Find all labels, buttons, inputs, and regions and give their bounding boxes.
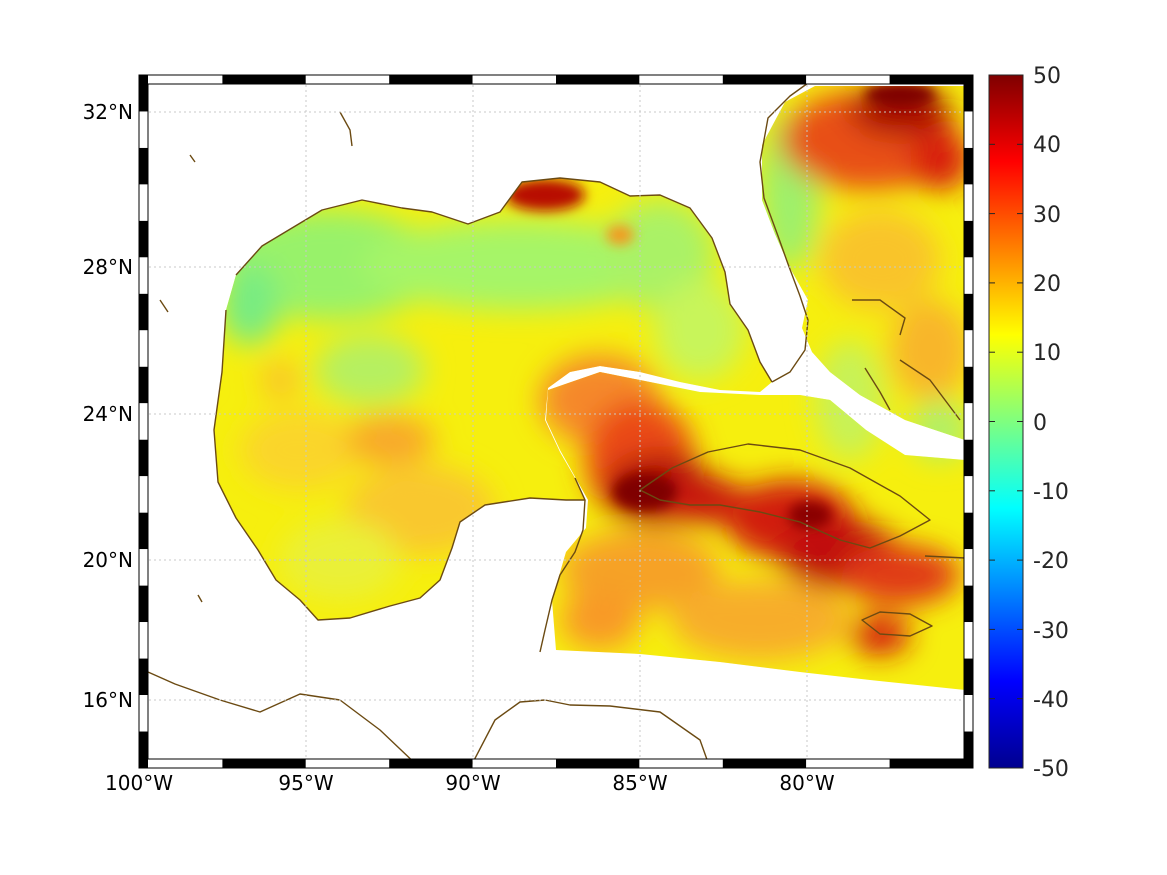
latitude-labels: 32°N 28°N 24°N 20°N 16°N [83, 100, 133, 712]
frame-top-segment [722, 75, 807, 84]
map-frame [138, 74, 974, 769]
frame-right-segment [964, 75, 973, 112]
lon-label-90w: 90°W [445, 771, 500, 795]
colorbar-ticks [989, 74, 1023, 769]
frame-top-segment [556, 75, 640, 84]
frame-bottom-segment [639, 759, 723, 768]
frame-left-segment [139, 658, 148, 696]
frame-left-segment [139, 366, 148, 404]
frame-left-segment [139, 220, 148, 258]
coastline-layer [138, 77, 966, 769]
frame-top-segment [472, 75, 556, 84]
frame-right-segment [964, 330, 973, 367]
frame-left-segment [139, 403, 148, 440]
lon-label-95w: 95°W [278, 771, 333, 795]
colorbar-labels: 50 40 30 20 10 0 -10 -20 -30 -40 -50 [1033, 64, 1069, 782]
frame-top-segment [889, 75, 973, 84]
lat-label-24: 24°N [83, 402, 133, 426]
frame-bottom-segment [806, 759, 890, 768]
colorbar-label-neg50: -50 [1033, 757, 1069, 782]
colorbar-label-neg40: -40 [1033, 688, 1069, 713]
frame-right-segment [964, 257, 973, 294]
frame-right-segment [964, 731, 973, 768]
frame-bottom-segment [889, 759, 973, 768]
texas-islands [159, 111, 353, 603]
cuba-coastline [639, 443, 931, 549]
lat-label-28: 28°N [83, 255, 133, 279]
colorbar-label-30: 30 [1033, 203, 1061, 228]
map-graticule [149, 85, 965, 760]
frame-left-segment [139, 330, 148, 367]
frame-right-segment [964, 439, 973, 477]
lat-label-16: 16°N [83, 688, 133, 712]
frame-left-segment [139, 731, 148, 768]
gulf-coastline [213, 177, 773, 621]
frame-right-segment [964, 403, 973, 440]
frame-left-segment [139, 476, 148, 513]
frame-left-segment [139, 75, 148, 112]
frame-left-segment [139, 293, 148, 331]
frame-bottom-segment [305, 759, 390, 768]
colorbar-label-neg10: -10 [1033, 480, 1069, 505]
frame-left-segment [139, 585, 148, 623]
lon-label-100w: 100°W [105, 771, 173, 795]
frame-left-segment [139, 695, 148, 732]
frame-left-segment [139, 549, 148, 586]
lon-label-80w: 80°W [779, 771, 834, 795]
frame-right-segment [964, 111, 973, 148]
frame-left-segment [139, 111, 148, 148]
frame-right-segment [964, 220, 973, 258]
colorbar: 50 40 30 20 10 0 -10 -20 -30 -40 -50 [988, 64, 1069, 782]
frame-right-segment [964, 658, 973, 696]
frame-right-segment [964, 476, 973, 513]
frame-top-segment [139, 75, 223, 84]
jamaica-coastline [861, 611, 933, 637]
frame-right-segment [964, 147, 973, 185]
frame-right-segment [964, 695, 973, 732]
frame-bottom-segment [222, 759, 306, 768]
bahamas-coastline [852, 299, 961, 421]
frame-left-segment [139, 257, 148, 294]
colorbar-label-50: 50 [1033, 64, 1061, 89]
frame-right-segment [964, 549, 973, 586]
frame-top-segment [305, 75, 390, 84]
hispaniola-coastline [924, 555, 966, 559]
frame-top-segment [389, 75, 473, 84]
lat-label-20: 20°N [83, 548, 133, 572]
central-america-coastline [138, 667, 711, 769]
frame-left-segment [139, 622, 148, 659]
colorbar-label-neg20: -20 [1033, 549, 1069, 574]
frame-inner-outline [147, 83, 965, 760]
frame-left-segment [139, 439, 148, 477]
frame-top-segment [222, 75, 306, 84]
longitude-labels: 100°W 95°W 90°W 85°W 80°W [105, 771, 835, 795]
frame-left-segment [139, 147, 148, 185]
colorbar-label-0: 0 [1033, 411, 1047, 436]
yucatan-coastline [539, 499, 586, 653]
frame-bottom-segment [722, 759, 807, 768]
frame-top-segment [806, 75, 890, 84]
frame-right-segment [964, 184, 973, 221]
frame-right-segment [964, 512, 973, 550]
frame-bottom-segment [472, 759, 556, 768]
colorbar-label-20: 20 [1033, 272, 1061, 297]
lon-label-85w: 85°W [612, 771, 667, 795]
colorbar-label-neg30: -30 [1033, 619, 1069, 644]
colorbar-label-10: 10 [1033, 341, 1061, 366]
florida-atlantic-coastline [759, 77, 816, 383]
frame-outline [138, 74, 974, 769]
frame-right-segment [964, 585, 973, 623]
frame-right-segment [964, 293, 973, 331]
frame-bottom-segment [389, 759, 473, 768]
frame-right-segment [964, 366, 973, 404]
frame-right-segment [964, 622, 973, 659]
frame-bottom-segment [556, 759, 640, 768]
colorbar-label-40: 40 [1033, 133, 1061, 158]
frame-left-segment [139, 184, 148, 221]
frame-top-segment [639, 75, 723, 84]
lat-label-32: 32°N [83, 100, 133, 124]
frame-left-segment [139, 512, 148, 550]
frame-bottom-segment [139, 759, 223, 768]
